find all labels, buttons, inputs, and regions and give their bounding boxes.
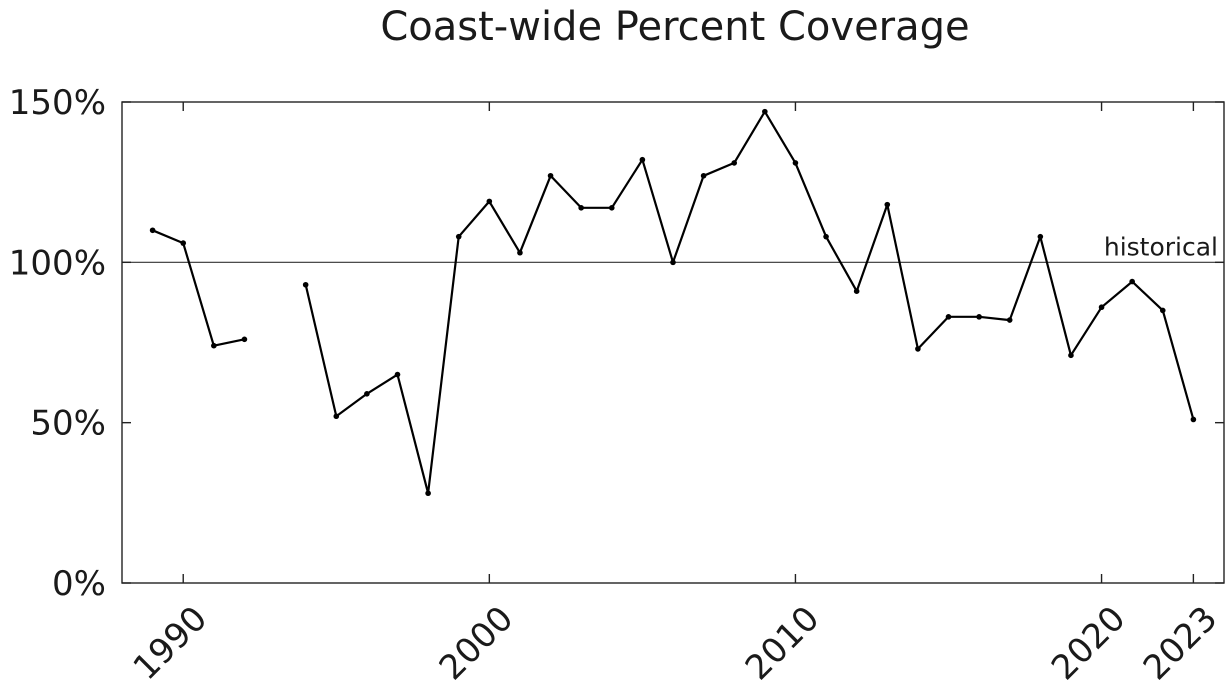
data-point-1992 bbox=[241, 336, 248, 343]
y-tick-label: 50% bbox=[30, 404, 106, 444]
x-tick-label: 2000 bbox=[432, 599, 521, 684]
data-point-2005 bbox=[639, 156, 646, 163]
data-point-2002 bbox=[547, 172, 554, 179]
data-point-2017 bbox=[1006, 317, 1013, 323]
data-point-1991 bbox=[211, 342, 217, 349]
chart-title: Coast-wide Percent Coverage bbox=[380, 4, 969, 50]
data-point-1994 bbox=[302, 281, 309, 288]
plot-area-frame bbox=[121, 101, 1225, 584]
data-point-2014 bbox=[915, 346, 921, 352]
data-point-2008 bbox=[731, 160, 738, 166]
data-point-2009 bbox=[762, 108, 768, 115]
data-point-2016 bbox=[976, 314, 982, 320]
data-point-2003 bbox=[578, 205, 584, 211]
x-tick-label: 2020 bbox=[1044, 599, 1133, 684]
data-point-2021 bbox=[1129, 278, 1135, 285]
data-point-2022 bbox=[1159, 307, 1166, 314]
data-point-1998 bbox=[425, 490, 431, 497]
data-point-1997 bbox=[394, 371, 401, 378]
data-point-1989 bbox=[149, 227, 156, 234]
data-point-1990 bbox=[180, 240, 187, 246]
data-point-2012 bbox=[853, 288, 860, 294]
y-axis-ticks: 0% 50% 100% 150% bbox=[9, 83, 1224, 604]
x-tick-label: 1990 bbox=[126, 599, 215, 684]
x-tick-label: 2010 bbox=[738, 599, 827, 684]
y-tick-label: 150% bbox=[9, 83, 106, 123]
data-point-2018 bbox=[1037, 233, 1044, 240]
data-point-2023 bbox=[1190, 416, 1197, 423]
y-tick-label: 100% bbox=[9, 243, 106, 283]
y-tick-label: 0% bbox=[52, 564, 106, 604]
data-point-2011 bbox=[823, 233, 829, 240]
series-0-line-segment-1 bbox=[304, 110, 1195, 495]
x-tick-label: 2023 bbox=[1136, 599, 1225, 684]
series-group bbox=[149, 108, 1197, 497]
data-point-2007 bbox=[700, 172, 707, 179]
data-point-2020 bbox=[1098, 304, 1105, 311]
series-0-line-segment-0 bbox=[152, 229, 245, 347]
data-point-1995 bbox=[333, 413, 340, 420]
data-point-1999 bbox=[455, 233, 462, 240]
reference-line-group: historical bbox=[122, 232, 1224, 263]
data-point-1996 bbox=[364, 391, 370, 397]
data-point-2013 bbox=[884, 201, 891, 208]
data-point-2010 bbox=[792, 160, 799, 166]
data-point-2000 bbox=[486, 198, 493, 205]
reference-line-label: historical bbox=[1104, 232, 1218, 261]
x-axis-ticks: 1990 2000 2010 2020 2023 bbox=[126, 102, 1225, 684]
data-point-2019 bbox=[1068, 352, 1074, 359]
data-point-2004 bbox=[608, 205, 615, 211]
data-point-2015 bbox=[945, 314, 952, 320]
data-point-2001 bbox=[517, 249, 523, 256]
data-point-2006 bbox=[670, 259, 676, 266]
